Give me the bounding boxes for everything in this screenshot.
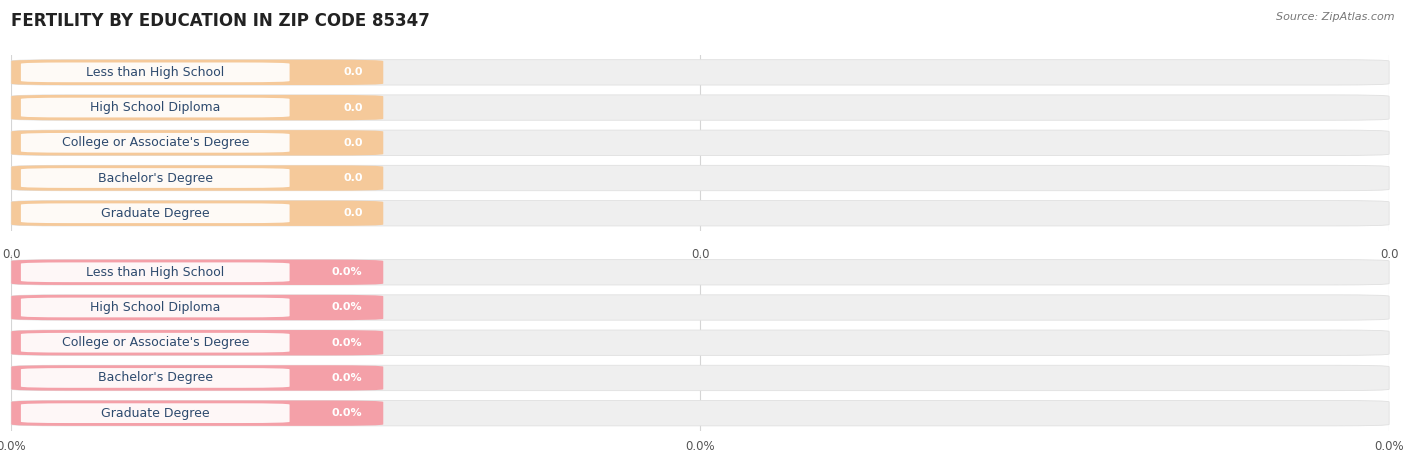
Text: Graduate Degree: Graduate Degree (101, 207, 209, 220)
Text: High School Diploma: High School Diploma (90, 301, 221, 314)
Text: 0.0%: 0.0% (332, 267, 363, 278)
Text: 0.0%: 0.0% (1374, 440, 1405, 453)
FancyBboxPatch shape (11, 165, 384, 191)
Text: 0.0: 0.0 (690, 248, 710, 260)
FancyBboxPatch shape (11, 130, 384, 156)
FancyBboxPatch shape (21, 62, 290, 82)
Text: Source: ZipAtlas.com: Source: ZipAtlas.com (1277, 12, 1395, 22)
FancyBboxPatch shape (21, 168, 290, 188)
FancyBboxPatch shape (11, 165, 1389, 191)
Text: FERTILITY BY EDUCATION IN ZIP CODE 85347: FERTILITY BY EDUCATION IN ZIP CODE 85347 (11, 12, 430, 30)
Text: College or Associate's Degree: College or Associate's Degree (62, 136, 249, 149)
Text: 0.0: 0.0 (343, 67, 363, 78)
Text: 0.0: 0.0 (343, 138, 363, 148)
Text: 0.0: 0.0 (1, 248, 21, 260)
FancyBboxPatch shape (11, 200, 384, 226)
Text: College or Associate's Degree: College or Associate's Degree (62, 336, 249, 349)
FancyBboxPatch shape (11, 365, 1389, 391)
Text: Less than High School: Less than High School (86, 66, 225, 79)
FancyBboxPatch shape (11, 60, 384, 85)
FancyBboxPatch shape (11, 60, 1389, 85)
FancyBboxPatch shape (21, 403, 290, 423)
Text: 0.0%: 0.0% (332, 337, 363, 348)
FancyBboxPatch shape (11, 365, 384, 391)
FancyBboxPatch shape (21, 203, 290, 223)
FancyBboxPatch shape (11, 259, 384, 285)
FancyBboxPatch shape (11, 330, 384, 356)
Text: 0.0%: 0.0% (685, 440, 716, 453)
FancyBboxPatch shape (11, 400, 384, 426)
Text: 0.0: 0.0 (1379, 248, 1399, 260)
Text: Bachelor's Degree: Bachelor's Degree (98, 171, 212, 185)
FancyBboxPatch shape (11, 200, 1389, 226)
FancyBboxPatch shape (11, 295, 384, 320)
FancyBboxPatch shape (11, 259, 1389, 285)
FancyBboxPatch shape (11, 95, 1389, 120)
FancyBboxPatch shape (21, 368, 290, 388)
FancyBboxPatch shape (11, 95, 384, 120)
FancyBboxPatch shape (21, 262, 290, 282)
Text: 0.0%: 0.0% (332, 373, 363, 383)
Text: 0.0: 0.0 (343, 208, 363, 218)
FancyBboxPatch shape (11, 330, 1389, 356)
Text: 0.0%: 0.0% (332, 408, 363, 418)
FancyBboxPatch shape (11, 295, 1389, 320)
FancyBboxPatch shape (11, 400, 1389, 426)
Text: Graduate Degree: Graduate Degree (101, 407, 209, 420)
Text: High School Diploma: High School Diploma (90, 101, 221, 114)
Text: 0.0%: 0.0% (332, 302, 363, 313)
Text: 0.0%: 0.0% (0, 440, 27, 453)
FancyBboxPatch shape (21, 298, 290, 317)
FancyBboxPatch shape (21, 133, 290, 153)
FancyBboxPatch shape (21, 98, 290, 118)
Text: 0.0: 0.0 (343, 102, 363, 113)
Text: Less than High School: Less than High School (86, 266, 225, 279)
Text: Bachelor's Degree: Bachelor's Degree (98, 371, 212, 385)
Text: 0.0: 0.0 (343, 173, 363, 183)
FancyBboxPatch shape (11, 130, 1389, 156)
FancyBboxPatch shape (21, 333, 290, 353)
